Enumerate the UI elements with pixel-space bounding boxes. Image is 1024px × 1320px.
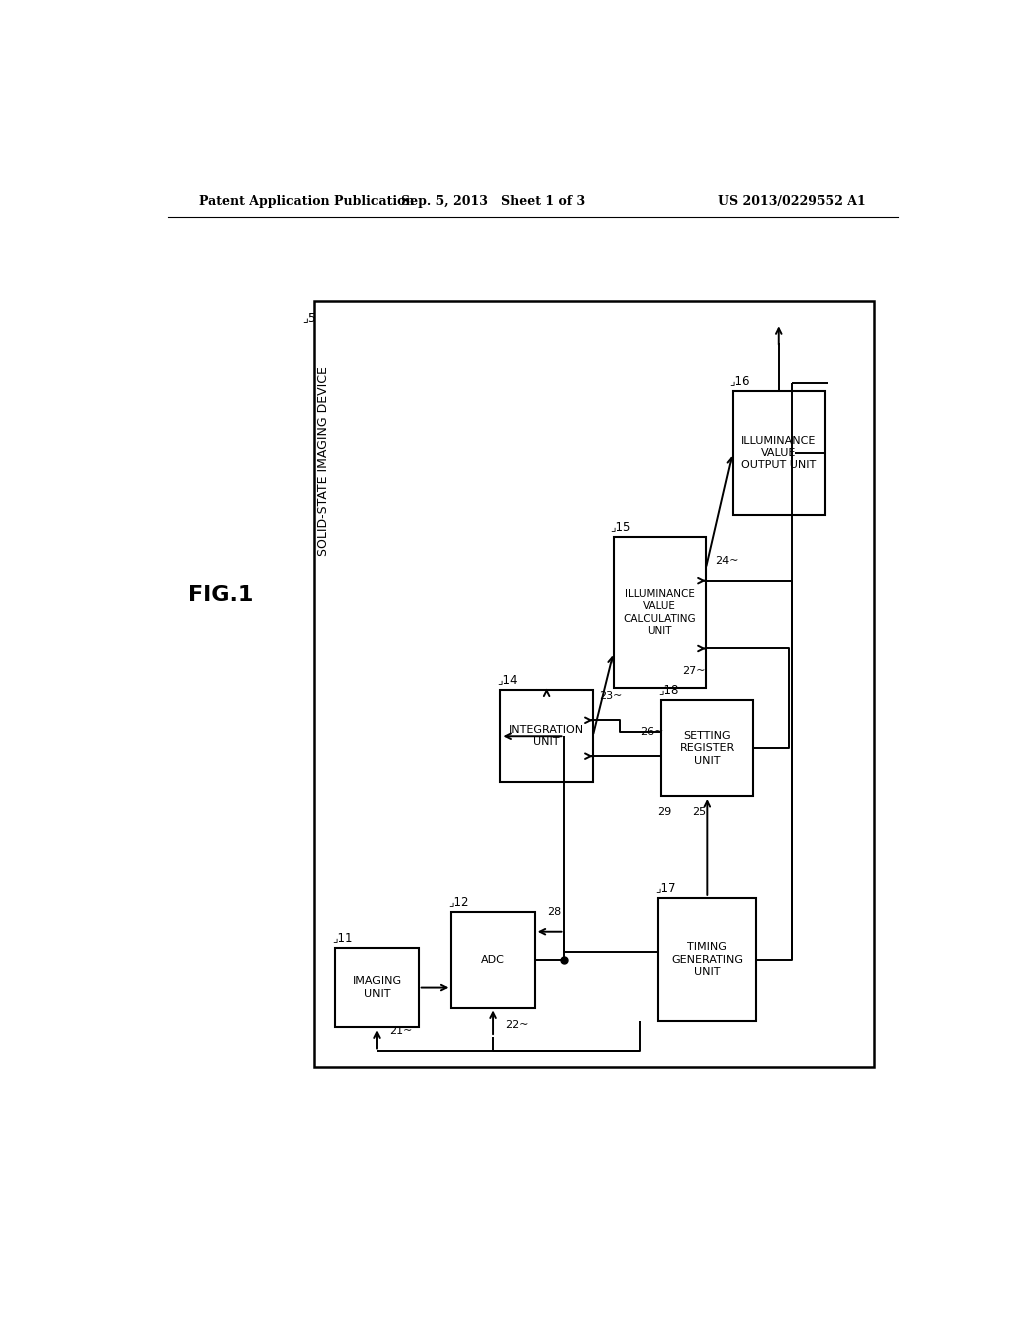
Text: ILLUMINANCE
VALUE
OUTPUT UNIT: ILLUMINANCE VALUE OUTPUT UNIT [741, 436, 816, 470]
Text: US 2013/0229552 A1: US 2013/0229552 A1 [718, 194, 866, 207]
Text: ⌟16: ⌟16 [730, 374, 751, 387]
Bar [501, 690, 593, 783]
Text: ⌟12: ⌟12 [449, 895, 469, 908]
Text: ⌟18: ⌟18 [658, 684, 679, 697]
Text: INTEGRATION
UNIT: INTEGRATION UNIT [509, 725, 584, 747]
Text: 24~: 24~ [715, 556, 738, 566]
Bar [658, 898, 757, 1022]
Text: FIG.1: FIG.1 [187, 586, 253, 606]
Text: IMAGING
UNIT: IMAGING UNIT [352, 977, 401, 999]
Bar [335, 948, 419, 1027]
Text: 25: 25 [692, 807, 707, 817]
Text: ⌟17: ⌟17 [655, 880, 676, 894]
Bar [662, 701, 754, 796]
Text: ⌟5: ⌟5 [303, 312, 316, 323]
Text: Patent Application Publication: Patent Application Publication [200, 194, 415, 207]
Text: ⌟11: ⌟11 [333, 931, 353, 944]
Bar [452, 912, 535, 1007]
Bar [613, 537, 706, 688]
Text: 27~: 27~ [682, 665, 706, 676]
Text: 28: 28 [547, 907, 561, 917]
Bar [314, 301, 873, 1068]
Text: ⌟14: ⌟14 [498, 673, 518, 686]
Text: ⌟15: ⌟15 [610, 520, 631, 533]
Text: SOLID-STATE IMAGING DEVICE: SOLID-STATE IMAGING DEVICE [316, 366, 330, 556]
Text: 29: 29 [656, 807, 671, 817]
Text: 22~: 22~ [505, 1020, 528, 1030]
Text: SETTING
REGISTER
UNIT: SETTING REGISTER UNIT [680, 731, 735, 766]
Text: 26~: 26~ [640, 727, 664, 738]
Text: ADC: ADC [481, 954, 505, 965]
Text: ILLUMINANCE
VALUE
CALCULATING
UNIT: ILLUMINANCE VALUE CALCULATING UNIT [624, 589, 696, 636]
Text: 23~: 23~ [599, 692, 622, 701]
Text: TIMING
GENERATING
UNIT: TIMING GENERATING UNIT [672, 942, 743, 977]
Text: Sep. 5, 2013   Sheet 1 of 3: Sep. 5, 2013 Sheet 1 of 3 [401, 194, 585, 207]
Text: 21~: 21~ [389, 1027, 413, 1036]
Bar [732, 391, 825, 515]
